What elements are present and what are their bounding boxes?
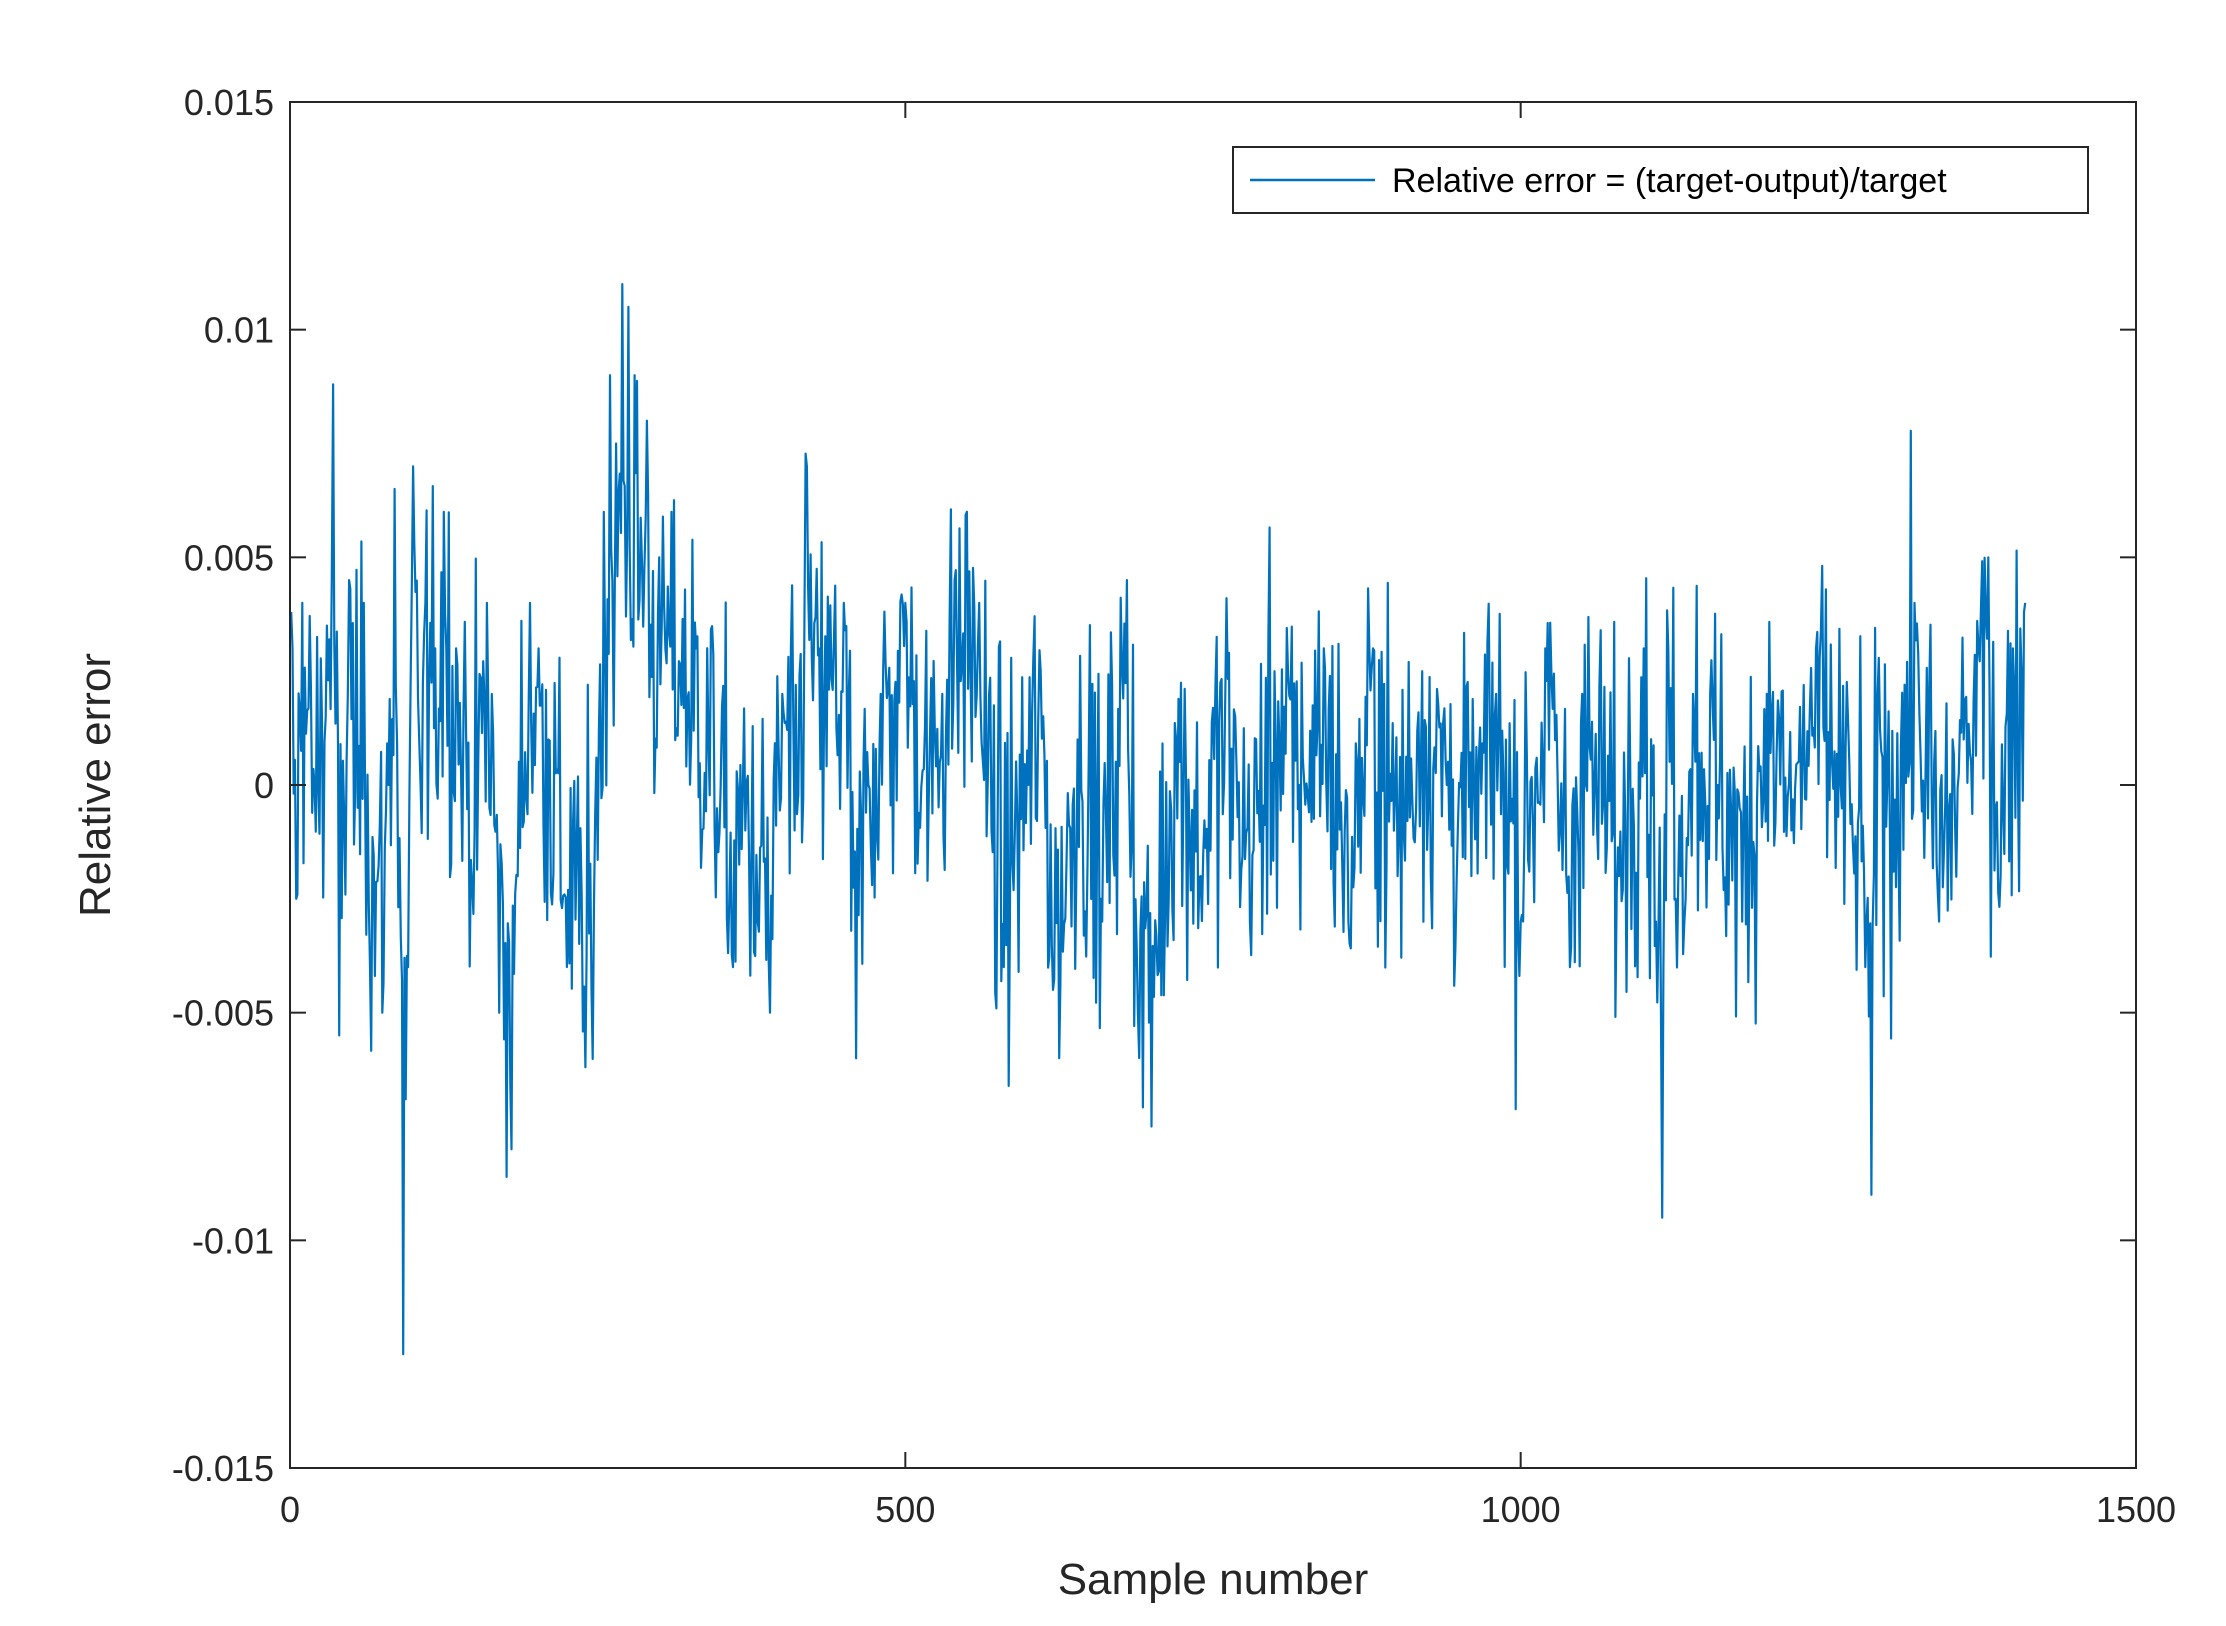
y-tick-label: -0.01: [192, 1220, 274, 1261]
series-layer: [290, 283, 2027, 1356]
x-tick-label: 1500: [2096, 1489, 2176, 1530]
x-axis-label: Sample number: [1058, 1555, 1369, 1604]
series-line-relative-error: [290, 283, 2027, 1356]
y-tick-label: 0.01: [204, 310, 274, 351]
ticks-layer: 0 500 1000 1500 -0.015 -0.01 -0.005 0 0.005 0.01 0…: [172, 82, 2176, 1530]
x-tick-label: 500: [875, 1489, 935, 1530]
y-tick-label: 0.005: [184, 537, 274, 578]
y-tick-label: -0.015: [172, 1448, 274, 1489]
legend-box: [1232, 146, 2089, 214]
y-tick-label: -0.005: [172, 993, 274, 1034]
y-axis-label: Relative error: [71, 653, 120, 917]
legend: Relative error = (target-output)/target: [1232, 146, 2089, 214]
x-tick-label: 1000: [1481, 1489, 1561, 1530]
y-tick-label: 0: [254, 765, 274, 806]
legend-entry-label: Relative error = (target-output)/target: [1392, 162, 1947, 200]
y-tick-label: 0.015: [184, 82, 274, 123]
x-tick-label: 0: [280, 1489, 300, 1530]
